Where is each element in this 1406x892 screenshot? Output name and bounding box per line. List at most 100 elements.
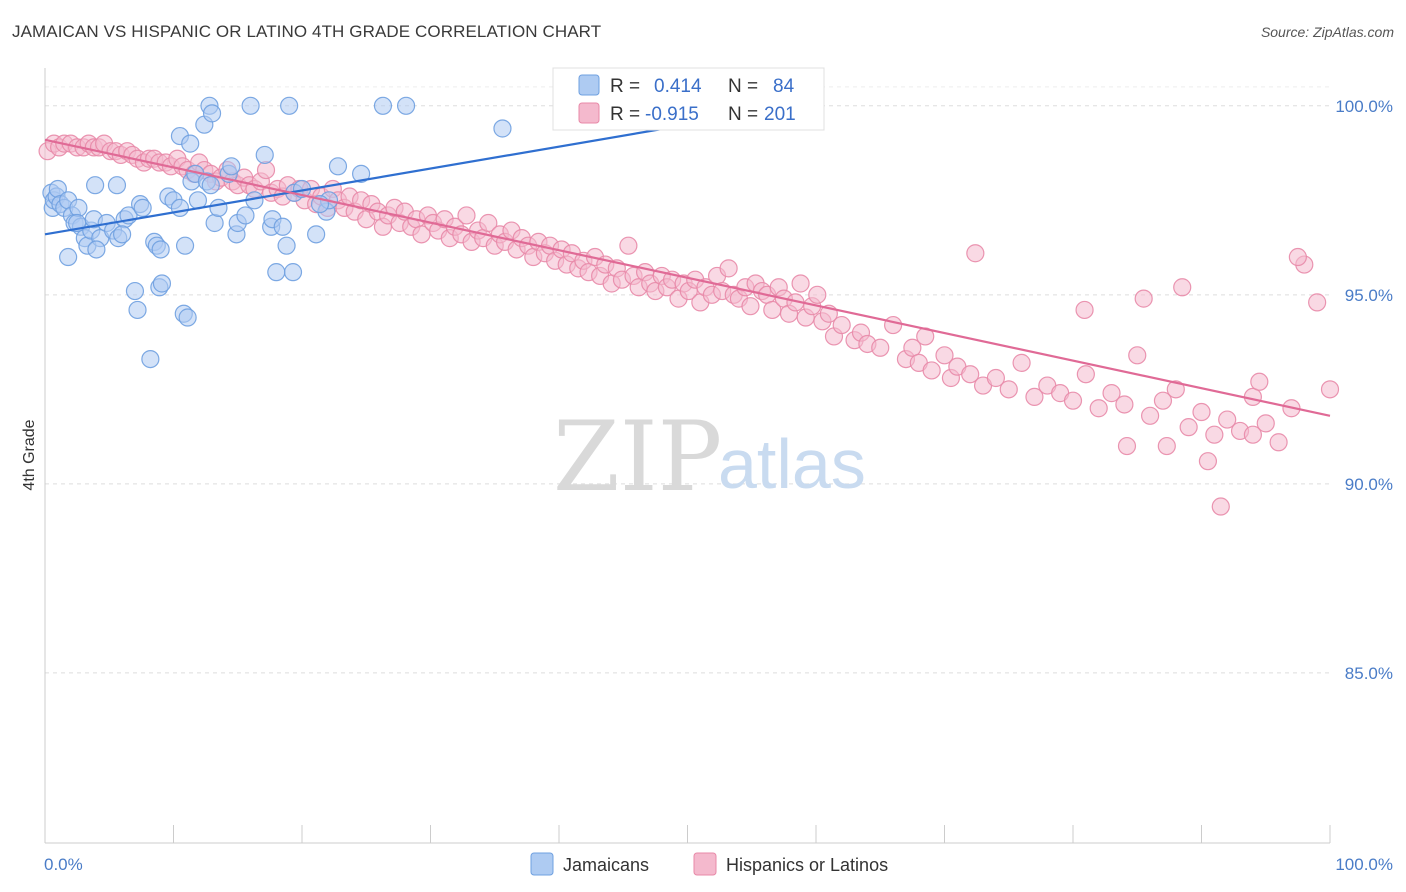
legend-n-value-2: 201 — [764, 104, 796, 125]
series-jamaicans-points — [42, 96, 671, 369]
point-hispanics-153 — [935, 346, 954, 365]
trend-line-jamaicans — [44, 123, 688, 236]
point-hispanics-167 — [1102, 384, 1121, 403]
y-axis-title: 4th Grade — [21, 419, 38, 490]
legend-swatch-hispanics — [578, 102, 600, 124]
watermark-atlas: atlas — [718, 425, 866, 503]
point-jamaicans-32 — [152, 274, 172, 293]
point-jamaicans-59 — [277, 236, 296, 255]
point-hispanics-189 — [1157, 436, 1176, 456]
point-hispanics-185 — [1250, 372, 1269, 391]
point-hispanics-180 — [1269, 433, 1288, 452]
point-hispanics-184 — [1320, 380, 1340, 399]
trend-lines — [44, 101, 1331, 417]
point-hispanics-179 — [1256, 414, 1275, 433]
point-hispanics-169 — [1128, 346, 1147, 365]
x-tick-label-0: 0.0% — [44, 855, 83, 874]
chart-title: JAMAICAN VS HISPANIC OR LATINO 4TH GRADE… — [12, 22, 602, 41]
point-hispanics-190 — [1288, 247, 1307, 267]
series-legend-swatch-hispanics — [693, 852, 717, 876]
point-jamaicans-74 — [373, 96, 393, 115]
point-hispanics-147 — [883, 315, 903, 335]
y-tick-label-1: 90.0% — [1345, 475, 1393, 494]
point-hispanics-172 — [1166, 380, 1185, 399]
point-jamaicans-10 — [69, 198, 88, 217]
point-hispanics-161 — [1025, 387, 1044, 407]
point-jamaicans-25 — [86, 176, 105, 195]
y-tick-label-3: 100.0% — [1335, 97, 1393, 116]
point-hispanics-188 — [1117, 436, 1137, 456]
point-hispanics-39 — [256, 160, 276, 180]
legend-r-label-1: R = — [610, 76, 640, 97]
point-hispanics-186 — [1211, 497, 1230, 516]
point-hispanics-156 — [961, 365, 980, 384]
point-hispanics-152 — [922, 361, 941, 380]
point-hispanics-176 — [1218, 410, 1237, 429]
point-hispanics-173 — [1179, 418, 1198, 437]
point-hispanics-149 — [903, 338, 922, 357]
x-tick-label-1: 100.0% — [1335, 855, 1393, 874]
point-jamaicans-28 — [128, 300, 147, 320]
series-legend-swatch-jamaicans — [530, 852, 554, 876]
point-hispanics-195 — [1243, 425, 1263, 444]
point-jamaicans-68 — [352, 164, 371, 183]
point-hispanics-170 — [1140, 406, 1160, 425]
point-hispanics-168 — [1115, 395, 1134, 414]
point-jamaicans-83 — [87, 240, 106, 259]
point-jamaicans-80 — [151, 240, 170, 259]
point-hispanics-160 — [1012, 353, 1031, 372]
point-jamaicans-71 — [178, 308, 197, 327]
point-jamaicans-67 — [328, 157, 348, 176]
point-jamaicans-72 — [241, 96, 260, 115]
y-tick-label-0: 85.0% — [1345, 664, 1393, 683]
point-jamaicans-76 — [493, 119, 512, 138]
point-jamaicans-35 — [170, 198, 190, 217]
point-hispanics-192 — [1075, 300, 1094, 320]
series-legend: Jamaicans Hispanics or Latinos — [530, 852, 888, 876]
point-jamaicans-69 — [141, 349, 160, 369]
point-hispanics-191 — [966, 244, 985, 263]
point-jamaicans-26 — [107, 176, 127, 195]
trend-line-hispanics — [44, 138, 1331, 417]
watermark-zip: ZIP — [553, 401, 722, 513]
point-hispanics-135 — [791, 274, 810, 293]
point-jamaicans-53 — [236, 206, 255, 225]
point-hispanics-104 — [619, 236, 638, 255]
point-jamaicans-42 — [205, 213, 224, 233]
series-legend-jamaicans: Jamaicans — [563, 855, 649, 875]
point-jamaicans-81 — [112, 225, 132, 244]
point-hispanics-79 — [479, 213, 498, 233]
legend-r-value-2: -0.915 — [645, 104, 699, 125]
point-hispanics-187 — [1198, 452, 1218, 471]
x-tick-labels: 0.0% 100.0% — [44, 855, 1393, 874]
point-jamaicans-60 — [283, 263, 303, 282]
point-hispanics-126 — [741, 297, 760, 316]
point-hispanics-159 — [999, 380, 1018, 399]
y-tick-labels: 85.0% 90.0% 95.0% 100.0% — [1335, 97, 1393, 683]
legend-n-label-2: N = — [728, 104, 758, 125]
point-hispanics-175 — [1205, 425, 1224, 444]
legend-swatch-jamaicans — [578, 74, 600, 96]
point-jamaicans-58 — [273, 217, 292, 236]
point-jamaicans-48 — [202, 104, 222, 123]
point-hispanics-193 — [1134, 289, 1153, 308]
point-hispanics-174 — [1192, 402, 1211, 422]
legend-r-label-2: R = — [610, 104, 640, 125]
point-jamaicans-43 — [209, 198, 228, 217]
point-jamaicans-27 — [125, 281, 145, 301]
point-jamaicans-36 — [175, 236, 195, 255]
point-jamaicans-55 — [255, 145, 274, 165]
y-tick-label-2: 95.0% — [1345, 286, 1393, 305]
point-hispanics-158 — [986, 368, 1006, 388]
point-jamaicans-73 — [280, 96, 299, 115]
series-legend-hispanics: Hispanics or Latinos — [726, 855, 888, 875]
point-hispanics-146 — [871, 338, 890, 357]
point-hispanics-164 — [1063, 391, 1083, 410]
point-hispanics-138 — [808, 285, 827, 304]
source-label: Source: ZipAtlas.com — [1260, 24, 1394, 40]
point-hispanics-166 — [1089, 399, 1108, 418]
point-jamaicans-23 — [133, 198, 152, 217]
point-jamaicans-79 — [267, 263, 286, 282]
point-hispanics-75 — [457, 206, 476, 225]
